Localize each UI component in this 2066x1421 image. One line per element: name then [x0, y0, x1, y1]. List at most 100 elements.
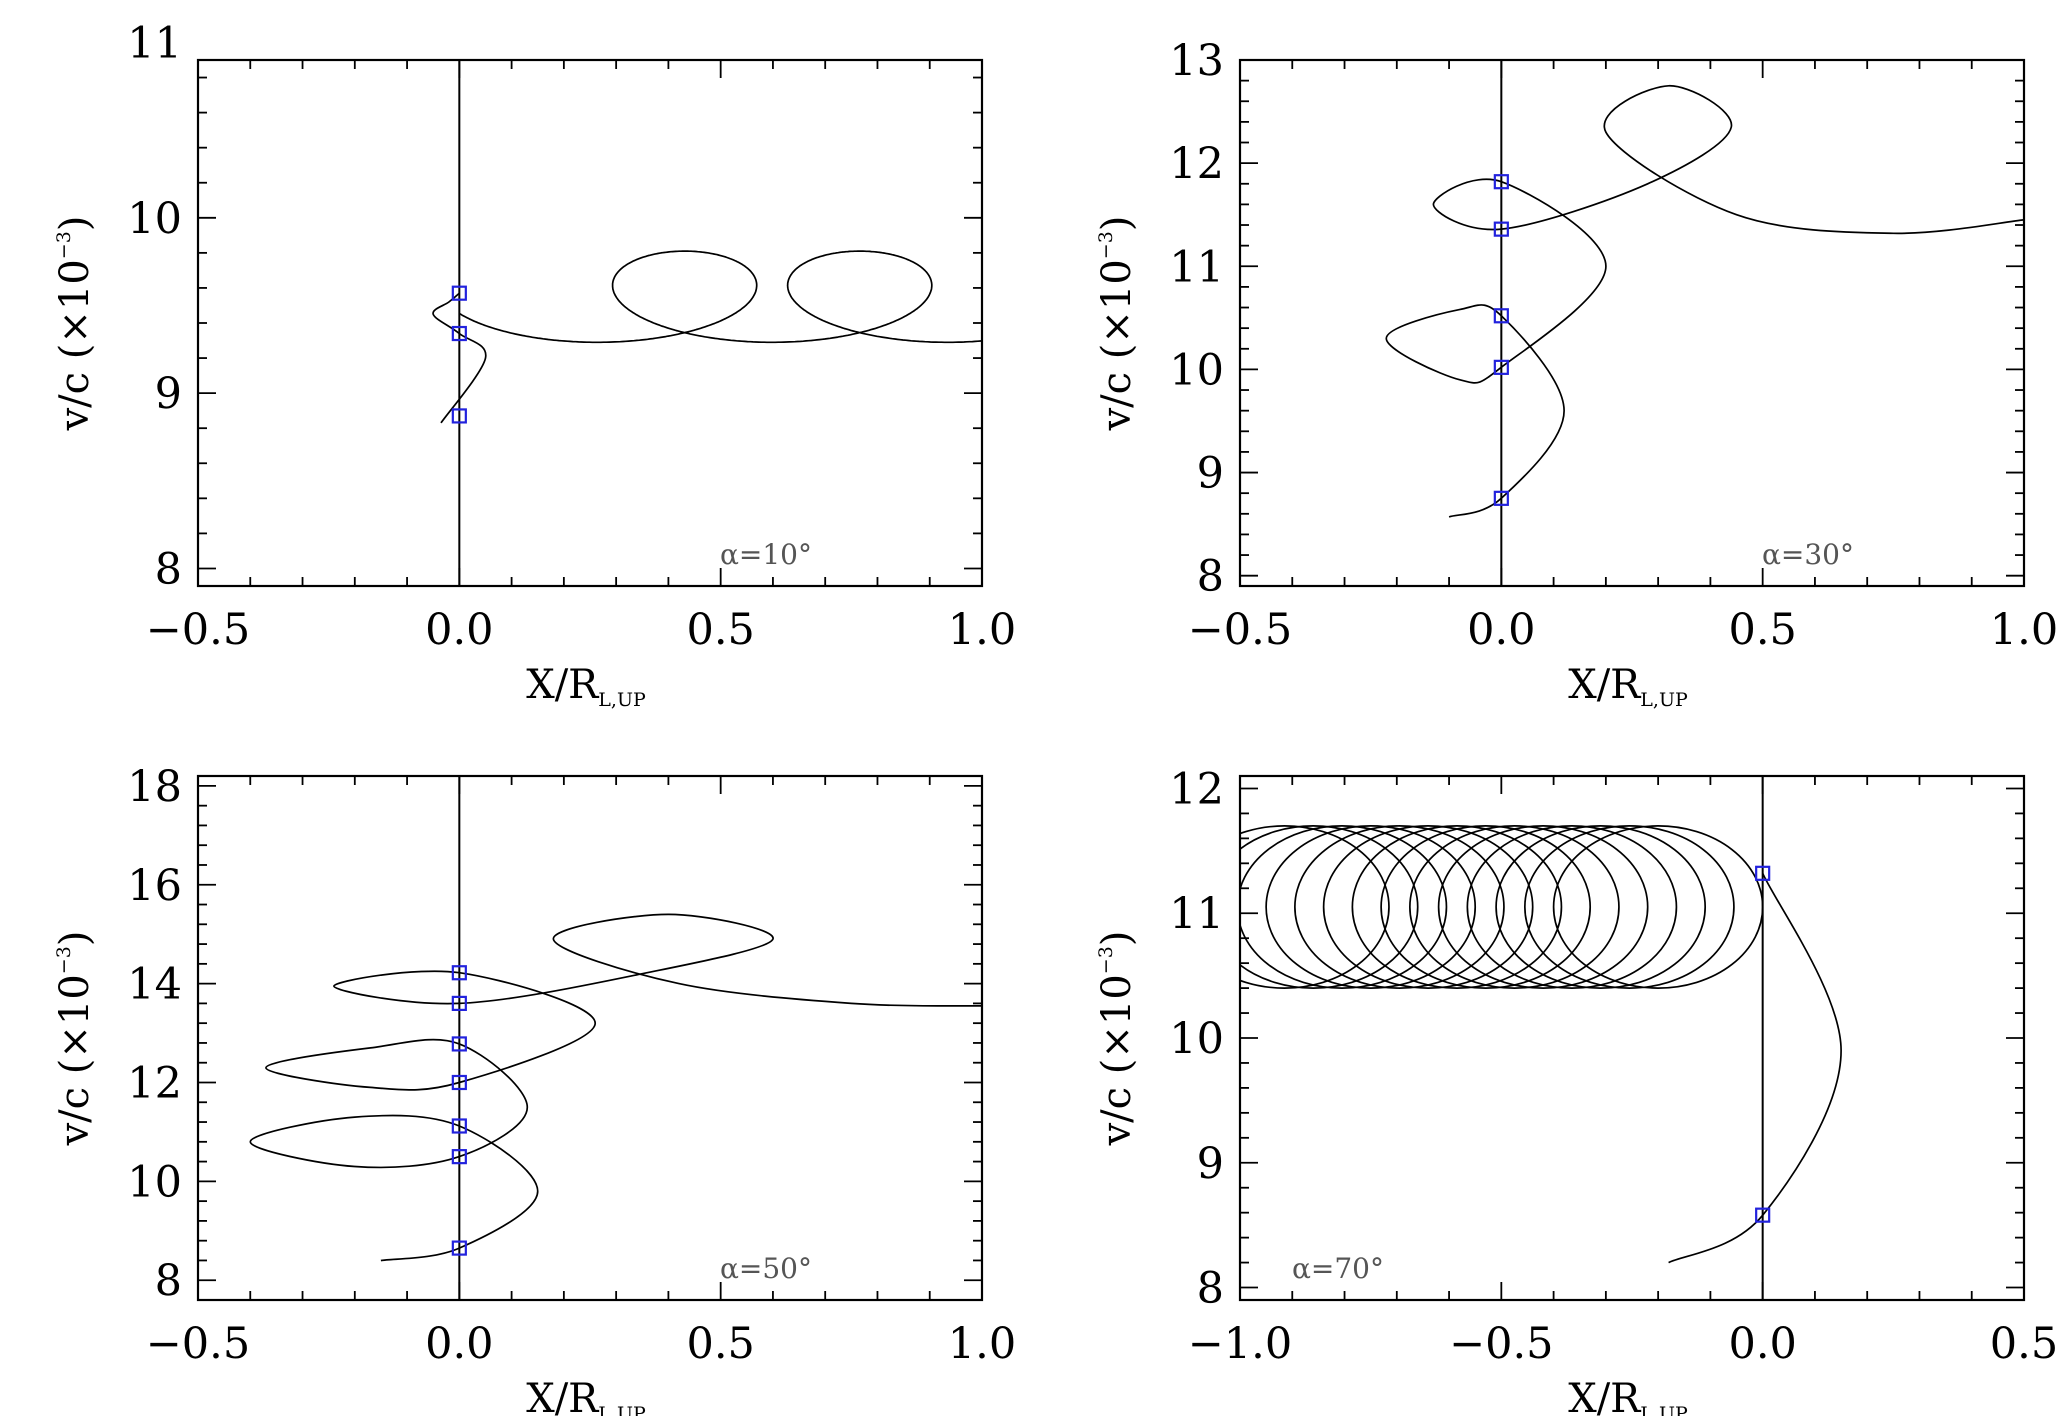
y-axis-exponent: −3 — [1095, 231, 1117, 259]
panel-top-left: −0.5 0.0 0.5 1.0 8 9 10 11 X/RL,UP v/c (×10−3) α=1… — [52, 18, 1016, 711]
y-axis-title-text: v/c (×10 — [52, 974, 98, 1146]
y-tick-label: 13 — [1169, 36, 1224, 86]
trajectory-loop — [1240, 825, 1390, 989]
y-tick-label: 12 — [1169, 764, 1224, 814]
crossing-marker — [451, 1118, 467, 1134]
crossing-marker — [1755, 865, 1771, 881]
trajectory-loop — [1240, 825, 1448, 989]
crossing-marker — [1493, 490, 1509, 506]
y-tick-label: 8 — [155, 1256, 182, 1306]
trajectory-loop — [1351, 825, 1563, 989]
x-tick-label: 1.0 — [948, 605, 1016, 655]
y-axis-exponent: −3 — [53, 231, 75, 259]
plot-frame — [1238, 774, 2026, 1302]
crossing-marker — [451, 325, 467, 342]
x-tick-label: −1.0 — [1188, 1319, 1292, 1369]
crossing-marker — [451, 285, 467, 301]
crossing-marker — [1493, 174, 1509, 190]
y-tick-label: 18 — [127, 762, 182, 812]
alpha-annotation: α=50° — [720, 1252, 812, 1285]
y-tick-label: 10 — [1169, 345, 1224, 395]
x-tick-label: −0.5 — [146, 605, 250, 655]
y-axis-title: v/c (×10−3) — [52, 216, 98, 432]
trajectory-loop — [1265, 825, 1477, 989]
x-axis-title: X/RL,UP — [526, 662, 646, 711]
y-tick-label: 9 — [155, 369, 182, 419]
y-tick-label: 12 — [127, 1058, 182, 1108]
x-tick-label: 0.0 — [425, 605, 493, 655]
plot-frame — [1238, 58, 2026, 588]
y-axis-title-text: v/c (×10 — [1094, 974, 1140, 1146]
y-tick-label: 16 — [127, 861, 182, 911]
y-tick-label: 10 — [127, 1157, 182, 1207]
trajectory — [1385, 84, 2024, 518]
x-axis-subscript: L,UP — [1640, 689, 1688, 711]
crossing-marker — [451, 1074, 467, 1091]
trajectory-loop — [1437, 825, 1649, 989]
x-axis-title: X/RL,UP — [1568, 662, 1688, 711]
crossing-marker — [451, 965, 467, 981]
crossing-marker — [451, 995, 467, 1011]
y-axis-exponent: −3 — [1095, 946, 1117, 974]
x-tick-label: 1.0 — [1990, 605, 2058, 655]
y-tick-label: 9 — [1197, 449, 1224, 499]
crossing-marker — [1493, 308, 1509, 324]
x-tick-label: −0.5 — [146, 1319, 250, 1369]
crossing-marker — [1493, 359, 1509, 375]
crossing-marker — [1493, 221, 1509, 237]
y-axis-title-text: v/c (×10 — [52, 259, 98, 431]
y-tick-label: 11 — [127, 18, 182, 68]
trajectory-loop — [1409, 825, 1620, 989]
trajectory — [249, 913, 982, 1262]
crossing-marker — [1755, 1207, 1771, 1223]
y-tick-label: 8 — [1197, 552, 1224, 602]
x-tick-label: −0.5 — [1188, 605, 1292, 655]
trajectory-loops — [458, 250, 982, 344]
x-axis-subscript: L,UP — [1640, 1403, 1688, 1416]
plot-frame — [196, 774, 984, 1302]
x-tick-label: 0.5 — [686, 605, 754, 655]
x-axis-title: X/RL,UP — [526, 1376, 646, 1416]
y-tick-label: 14 — [127, 960, 182, 1010]
panel-bottom-left: −0.5 0.0 0.5 1.0 8 10 12 14 16 18 X/RL,UP v/c (×10−… — [52, 762, 1016, 1421]
x-tick-label: 0.0 — [1467, 605, 1535, 655]
alpha-annotation: α=30° — [1762, 538, 1854, 571]
x-tick-label: −0.5 — [1449, 1319, 1553, 1369]
y-axis-exponent: −3 — [53, 946, 75, 974]
crossing-marker — [451, 408, 467, 424]
trajectory-loop — [1552, 825, 1764, 989]
y-tick-label: 11 — [1169, 242, 1224, 292]
x-tick-label: 0.5 — [686, 1319, 754, 1369]
y-axis-title-close: ) — [1094, 216, 1140, 232]
y-tick-label: 10 — [127, 194, 182, 244]
trajectory-entry — [1668, 872, 1842, 1264]
x-tick-label: 0.0 — [1728, 1319, 1796, 1369]
y-axis-title-close: ) — [52, 931, 98, 947]
x-tick-label: 0.5 — [1728, 605, 1796, 655]
trajectory-loop — [1294, 825, 1505, 989]
crossing-marker — [451, 1149, 467, 1165]
x-axis-subscript: L,UP — [598, 1403, 646, 1416]
y-axis-title: v/c (×10−3) — [52, 931, 98, 1147]
y-tick-label: 12 — [1169, 139, 1224, 189]
panel-bottom-right: −1.0 −0.5 0.0 0.5 8 9 10 11 12 X/RL,UP v/c (×10−3)… — [1094, 764, 2058, 1421]
panel-top-right: −0.5 0.0 0.5 1.0 8 9 10 11 12 13 X/RL,UP v/c (×10−3… — [1094, 36, 2058, 711]
trajectory-loop — [1524, 825, 1735, 989]
crossing-marker — [451, 1036, 467, 1052]
x-axis-title: X/RL,UP — [1568, 1376, 1688, 1416]
y-axis-title-close: ) — [52, 216, 98, 232]
y-axis-title-close: ) — [1094, 931, 1140, 947]
alpha-annotation: α=10° — [720, 538, 812, 571]
y-tick-label: 10 — [1169, 1014, 1224, 1064]
y-axis-title: v/c (×10−3) — [1094, 931, 1140, 1147]
y-axis-title-text: v/c (×10 — [1094, 259, 1140, 431]
y-tick-label: 9 — [1197, 1139, 1224, 1189]
x-tick-label: 0.0 — [425, 1319, 493, 1369]
x-tick-label: 0.5 — [1990, 1319, 2058, 1369]
y-tick-label: 11 — [1169, 889, 1224, 939]
crossing-marker — [451, 1240, 467, 1256]
plot-frame — [196, 58, 984, 588]
trajectory-loop — [1322, 825, 1534, 989]
